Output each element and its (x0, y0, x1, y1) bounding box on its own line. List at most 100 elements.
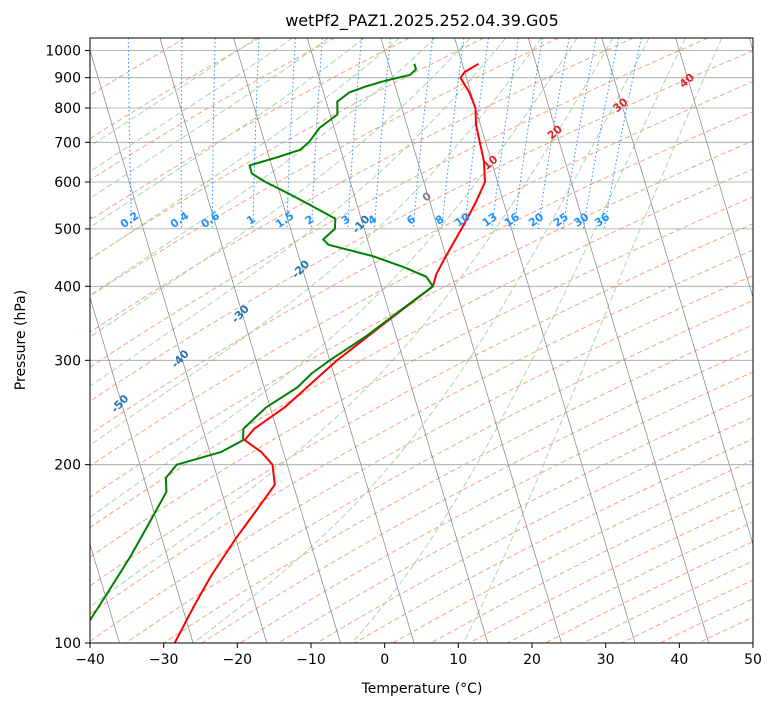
x-tick-label: 20 (523, 652, 541, 668)
y-axis-ticks: 100 200 300 400 500 600 700 800 900 1000 (45, 44, 90, 652)
y-tick-label: 900 (54, 71, 81, 87)
mixing-ratio-label: 2 (303, 213, 317, 228)
mixing-ratio-lines (78, 38, 642, 229)
dry-adiabat-line (545, 541, 753, 643)
mixing-ratio-label: 16 (502, 210, 522, 230)
mixing-ratio-label: 0.1 (71, 209, 94, 231)
mixing-ratio-label: 1.5 (273, 209, 296, 231)
y-tick-label: 200 (54, 458, 81, 474)
isotherm-line (454, 38, 636, 643)
mixing-ratio-line (491, 38, 519, 229)
dry-adiabat-line (239, 371, 753, 643)
moist-adiabat-line (351, 38, 686, 643)
dry-adiabat-line (90, 50, 753, 402)
x-tick-label: 40 (670, 652, 688, 668)
isotherm-label: -40 (169, 347, 192, 371)
y-tick-label: 500 (54, 222, 81, 238)
isotherm-line (90, 296, 194, 643)
dry-adiabat-line (90, 275, 753, 642)
x-tick-label: −30 (149, 652, 179, 668)
x-axis-label: Temperature (°C) (361, 681, 483, 697)
dry-adiabat-line (90, 249, 753, 615)
moist-adiabat-line (90, 38, 257, 147)
dry-adiabat-line (125, 299, 753, 643)
mixing-ratio-label: 0.6 (199, 209, 223, 231)
mixing-ratio-line (311, 38, 323, 229)
isobars (90, 50, 753, 643)
profiles (90, 62, 486, 643)
mixing-ratio-label: 36 (592, 210, 612, 230)
moist-adiabat-line (90, 38, 542, 446)
dry-adiabat-line (697, 616, 753, 643)
mixing-ratio-label: 20 (526, 210, 546, 230)
dry-adiabat-line (90, 38, 559, 297)
y-tick-label: 1000 (45, 44, 81, 60)
isotherm-label: -30 (229, 302, 252, 326)
dry-adiabat-line (316, 416, 753, 643)
x-tick-label: 30 (597, 652, 615, 668)
mixing-ratio-label: 6 (404, 212, 418, 227)
mixing-ratio-line (582, 38, 620, 229)
y-tick-label: 100 (54, 636, 81, 652)
moist-adiabat-line (90, 38, 471, 338)
isotherms (90, 38, 753, 643)
mixing-ratio-line (603, 38, 642, 229)
isotherm-line (90, 49, 268, 643)
dry-adiabat-line (163, 324, 753, 643)
isotherm-line (306, 38, 489, 643)
x-tick-label: −20 (223, 652, 253, 668)
plot-frame (89, 37, 754, 644)
mixing-ratio-label: 30 (571, 210, 591, 230)
mixing-ratio-line (412, 38, 434, 229)
y-axis-label: Pressure (hPa) (13, 290, 29, 390)
moist-adiabat-line (90, 38, 614, 608)
y-tick-label: 800 (54, 101, 81, 117)
x-tick-label: 50 (744, 652, 762, 668)
moist-adiabat-line (90, 38, 506, 387)
y-tick-label: 700 (54, 135, 81, 151)
isotherm-label: -50 (108, 392, 131, 416)
mixing-ratio-line (441, 38, 465, 229)
dry-adiabat-line (90, 38, 485, 260)
plot-area: 0.10.20.40.611.52346810131620253036-100-… (0, 38, 753, 643)
mixing-ratio-label: 8 (433, 213, 447, 228)
y-tick-label: 300 (54, 353, 81, 369)
y-tick-label: 400 (54, 279, 81, 295)
mixing-ratio-line (180, 38, 183, 229)
mixing-ratio-label: 1 (244, 213, 258, 228)
isotherm-line (380, 38, 562, 643)
mixing-ratio-label: 0.2 (118, 209, 141, 231)
x-tick-label: −40 (75, 652, 105, 668)
moist-adiabat-line (463, 38, 723, 643)
mixing-ratio-line (78, 38, 85, 229)
dry-adiabat-line (90, 80, 753, 435)
mixing-ratio-label: 25 (551, 210, 571, 229)
isotherm-line (233, 38, 415, 643)
dry-adiabat-line (90, 196, 753, 558)
x-tick-label: 10 (449, 652, 467, 668)
isotherm-line (527, 38, 710, 643)
line-labels: 0.10.20.40.611.52346810131620253036-100-… (0, 71, 697, 506)
chart-title: wetPf2_PAZ1.2025.252.04.39.G05 (285, 11, 559, 31)
x-tick-label: −10 (296, 652, 326, 668)
dry-adiabat-line (90, 38, 634, 333)
dry-adiabat-line (430, 480, 753, 643)
dry-adiabat-line (90, 38, 186, 96)
moist-adiabat-line (90, 38, 578, 518)
moist-adiabat-line (90, 38, 365, 228)
y-tick-label: 600 (54, 175, 81, 191)
dry-adiabat-line (278, 394, 753, 643)
isotherm-label: -70 (0, 482, 11, 506)
moist-adiabat-label: 20 (545, 122, 565, 142)
mixing-ratio-line (347, 38, 363, 229)
isotherm-line (159, 38, 341, 643)
x-axis-ticks: −40 −30 −20 −10 0 10 20 30 40 50 (75, 643, 762, 668)
isotherm-label: -20 (289, 257, 312, 281)
moist-adiabat-label: 0 (420, 189, 434, 204)
moist-adiabat-line (90, 38, 293, 173)
mixing-ratio-line (252, 38, 260, 229)
moist-adiabat-line (192, 38, 650, 643)
dry-adiabat-line (90, 223, 753, 587)
dewpoint-profile-line (90, 63, 434, 623)
